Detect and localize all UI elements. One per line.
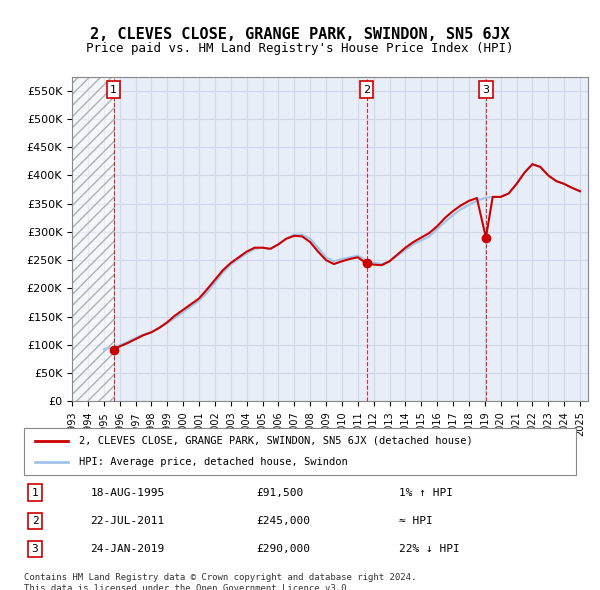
Text: 18-AUG-1995: 18-AUG-1995	[90, 488, 164, 498]
Text: Contains HM Land Registry data © Crown copyright and database right 2024.
This d: Contains HM Land Registry data © Crown c…	[24, 573, 416, 590]
Text: 1: 1	[32, 488, 38, 498]
Text: 1% ↑ HPI: 1% ↑ HPI	[400, 488, 454, 498]
Text: £290,000: £290,000	[256, 544, 310, 554]
Text: 3: 3	[482, 85, 490, 94]
Text: £91,500: £91,500	[256, 488, 303, 498]
Text: 22-JUL-2011: 22-JUL-2011	[90, 516, 164, 526]
FancyBboxPatch shape	[24, 428, 576, 475]
Text: 2, CLEVES CLOSE, GRANGE PARK, SWINDON, SN5 6JX: 2, CLEVES CLOSE, GRANGE PARK, SWINDON, S…	[90, 27, 510, 41]
Text: HPI: Average price, detached house, Swindon: HPI: Average price, detached house, Swin…	[79, 457, 348, 467]
Text: £245,000: £245,000	[256, 516, 310, 526]
Text: 22% ↓ HPI: 22% ↓ HPI	[400, 544, 460, 554]
Text: 2: 2	[32, 516, 38, 526]
Text: 3: 3	[32, 544, 38, 554]
Text: 2: 2	[363, 85, 370, 94]
Text: 1: 1	[110, 85, 117, 94]
Text: 24-JAN-2019: 24-JAN-2019	[90, 544, 164, 554]
Text: Price paid vs. HM Land Registry's House Price Index (HPI): Price paid vs. HM Land Registry's House …	[86, 42, 514, 55]
Text: 2, CLEVES CLOSE, GRANGE PARK, SWINDON, SN5 6JX (detached house): 2, CLEVES CLOSE, GRANGE PARK, SWINDON, S…	[79, 436, 473, 446]
Text: ≈ HPI: ≈ HPI	[400, 516, 433, 526]
